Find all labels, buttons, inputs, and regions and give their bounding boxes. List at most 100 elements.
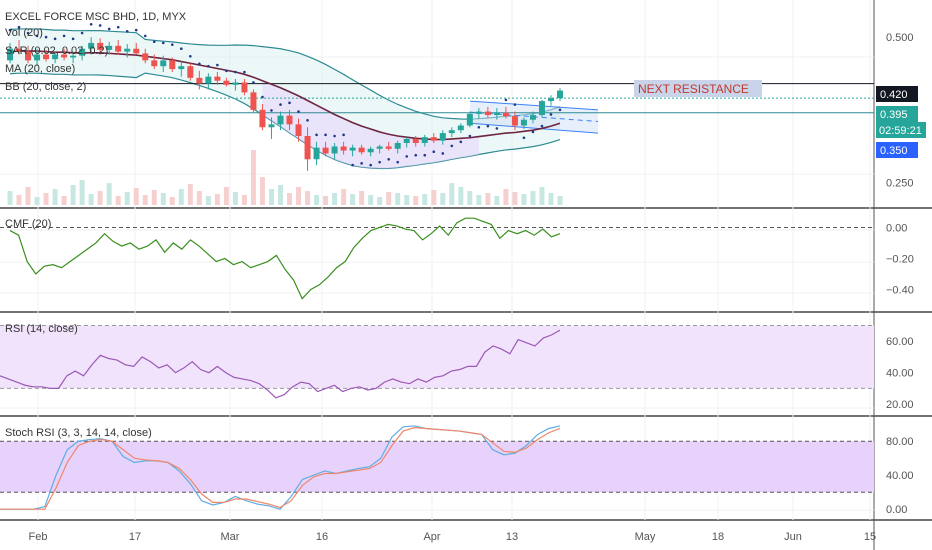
sar-dot [134,28,138,32]
volume-bar [449,183,455,205]
sar-dot [116,25,120,29]
candle-body[interactable] [493,112,500,116]
candle-body[interactable] [7,48,13,61]
volume-bar [124,192,130,205]
candle-body[interactable] [106,45,113,50]
candle-body[interactable] [160,60,167,67]
volume-bar [34,197,40,205]
candle-body[interactable] [43,54,50,60]
candle-body[interactable] [286,115,293,125]
candle-body[interactable] [412,138,419,143]
candle-body[interactable] [403,138,410,143]
candle-body[interactable] [268,124,275,128]
candle-body[interactable] [304,136,311,160]
sar-dot [62,34,66,38]
time-axis-tick: 13 [506,531,518,543]
candle-body[interactable] [214,76,221,81]
sar-dot [540,124,544,128]
candle-body[interactable] [178,66,185,70]
candle-body[interactable] [97,42,104,50]
volume-bar [106,183,112,205]
candle-body[interactable] [547,98,554,102]
candle-body[interactable] [439,133,446,141]
candle-body[interactable] [385,146,392,149]
candle-body[interactable] [223,80,230,85]
candle-body[interactable] [151,60,158,67]
candle-body[interactable] [367,148,374,153]
candle-body[interactable] [61,54,68,58]
candle-body[interactable] [511,116,518,126]
price-axis-tick: 80.00 [886,436,914,448]
candle-body[interactable] [88,42,95,49]
candle-body[interactable] [484,111,491,116]
candle-body[interactable] [232,82,239,85]
candle-body[interactable] [187,66,194,78]
cmf-label[interactable]: CMF (20) [5,218,51,230]
sar-dot [432,150,436,154]
candle-body[interactable] [79,48,86,56]
volume-bar [250,150,256,205]
candle-body[interactable] [538,101,545,116]
candle-body[interactable] [115,45,122,52]
candle-body[interactable] [241,82,248,93]
candle-body[interactable] [205,76,212,84]
rsi-line [0,329,561,399]
time-axis-tick: Jun [784,531,802,543]
indicator-label-vol[interactable]: Vol (20) [5,27,43,39]
candle-body[interactable] [502,112,509,117]
volume-bar [43,193,49,205]
candle-body[interactable] [394,142,401,149]
candle-body[interactable] [70,55,77,58]
candle-body[interactable] [52,54,59,60]
indicator-label-sar[interactable]: SAR (0.02, 0.02, 0.2) [5,45,108,57]
candle-body[interactable] [34,54,41,61]
stoch-rsi-label[interactable]: Stoch RSI (3, 3, 14, 14, close) [5,427,152,439]
candle-body[interactable] [529,115,536,120]
candle-body[interactable] [358,147,365,153]
sar-dot [125,29,129,33]
candle-body[interactable] [277,115,284,125]
candle-body[interactable] [25,51,32,61]
candle-body[interactable] [448,130,455,134]
volume-bar [431,190,437,205]
candle-body[interactable] [349,147,356,151]
sar-dot [315,133,318,137]
candle-body[interactable] [250,92,257,110]
candle-body[interactable] [557,90,563,99]
candle-body[interactable] [133,48,140,54]
volume-bar [287,193,293,205]
candle-body[interactable] [142,53,149,61]
candle-body[interactable] [466,113,473,126]
candle-body[interactable] [340,146,347,151]
candle-body[interactable] [421,137,428,143]
candle-body[interactable] [520,119,527,126]
indicator-label-ma[interactable]: MA (20, close) [5,63,75,75]
price-tag-last: 0.395 [880,109,908,121]
price-tag-resistance: 0.420 [880,89,908,101]
candle-body[interactable] [457,125,464,131]
candle-body[interactable] [169,60,176,70]
volume-bar [332,193,338,205]
sar-dot [161,41,165,45]
indicator-label-bb[interactable]: BB (20, close, 2) [5,81,86,93]
candle-body[interactable] [376,146,383,149]
volume-bar [232,192,238,205]
candle-body[interactable] [313,147,320,160]
volume-bar [115,196,121,205]
candle-body[interactable] [295,124,302,136]
rsi-label[interactable]: RSI (14, close) [5,323,78,335]
candle-body[interactable] [475,111,482,114]
volume-bar [151,190,157,205]
candle-body[interactable] [322,147,329,154]
candle-body[interactable] [259,109,266,128]
candle-body[interactable] [430,137,437,141]
sar-dot [180,47,183,51]
candle-body[interactable] [331,146,338,154]
candle-body[interactable] [124,48,131,52]
volume-bar [178,189,184,205]
candle-body[interactable] [196,77,203,84]
candle-body[interactable] [16,48,23,52]
time-axis-tick: 16 [316,531,328,543]
